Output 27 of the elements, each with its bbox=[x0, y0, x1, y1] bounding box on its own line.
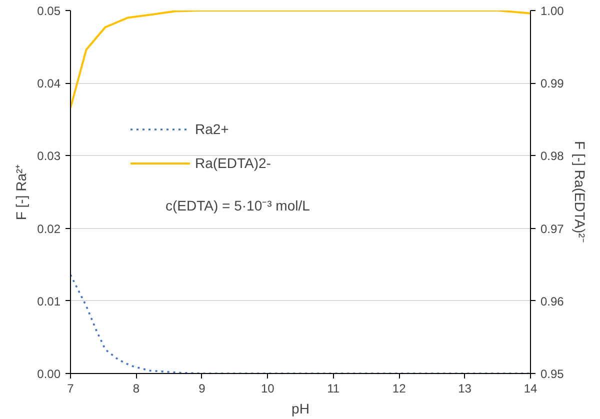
y-tick-label: 0.04 bbox=[37, 76, 61, 91]
x-tick-label: 9 bbox=[198, 382, 206, 396]
y2-tick-label: 1.00 bbox=[540, 4, 564, 18]
legend-label: Ra(EDTA)2- bbox=[195, 155, 271, 171]
y2-tick-label: 0.97 bbox=[540, 222, 564, 236]
x-tick-label: 7 bbox=[67, 382, 74, 396]
line-series bbox=[70, 10, 530, 109]
y-tick-label: 0.01 bbox=[37, 294, 61, 308]
y2-tick-label: 0.99 bbox=[540, 76, 564, 91]
x-tick-label: 12 bbox=[392, 382, 406, 396]
x-tick-label: 13 bbox=[458, 382, 472, 396]
x-axis-title: pH bbox=[292, 400, 310, 416]
y-tick-label: 0.00 bbox=[37, 367, 61, 381]
y2-tick-label: 0.95 bbox=[540, 367, 564, 381]
y-axis-title: F [-] Ra²⁺ bbox=[13, 164, 30, 220]
y-tick-label: 0.02 bbox=[37, 222, 61, 236]
x-tick-label: 14 bbox=[524, 382, 538, 396]
x-tick-label: 8 bbox=[132, 382, 140, 396]
annotation: c(EDTA) = 5·10⁻³ mol/L bbox=[166, 198, 310, 214]
y2-axis-title: F [-] Ra(EDTA)²⁻ bbox=[572, 141, 588, 243]
x-tick-label: 11 bbox=[327, 382, 340, 396]
legend-label: Ra2+ bbox=[195, 121, 229, 137]
y-tick-label: 0.05 bbox=[37, 4, 61, 18]
y2-tick-label: 0.96 bbox=[540, 294, 564, 308]
y-tick-label: 0.03 bbox=[37, 149, 61, 164]
y2-tick-label: 0.98 bbox=[540, 149, 564, 164]
x-tick-label: 10 bbox=[260, 382, 275, 396]
